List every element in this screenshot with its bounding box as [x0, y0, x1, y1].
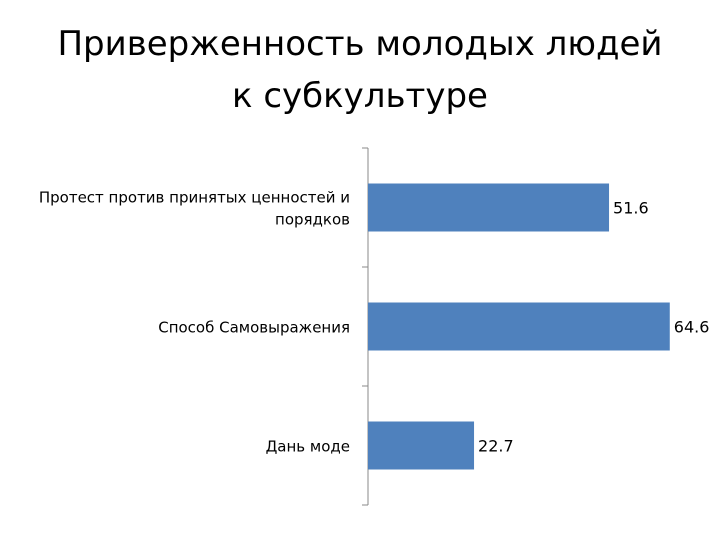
y-tick-label: Способ Самовыражения	[158, 318, 350, 336]
bar	[368, 421, 475, 470]
data-label: 51.6	[613, 198, 649, 217]
data-label: 64.6	[674, 317, 710, 336]
data-label: 22.7	[478, 436, 514, 455]
bar	[368, 302, 670, 351]
bar	[368, 183, 610, 232]
y-tick-label: Протест против принятых ценностей и поряд…	[39, 188, 350, 228]
chart-title: Приверженность молодых людей к субкультур…	[57, 24, 662, 116]
y-tick-label: Дань моде	[266, 437, 350, 455]
